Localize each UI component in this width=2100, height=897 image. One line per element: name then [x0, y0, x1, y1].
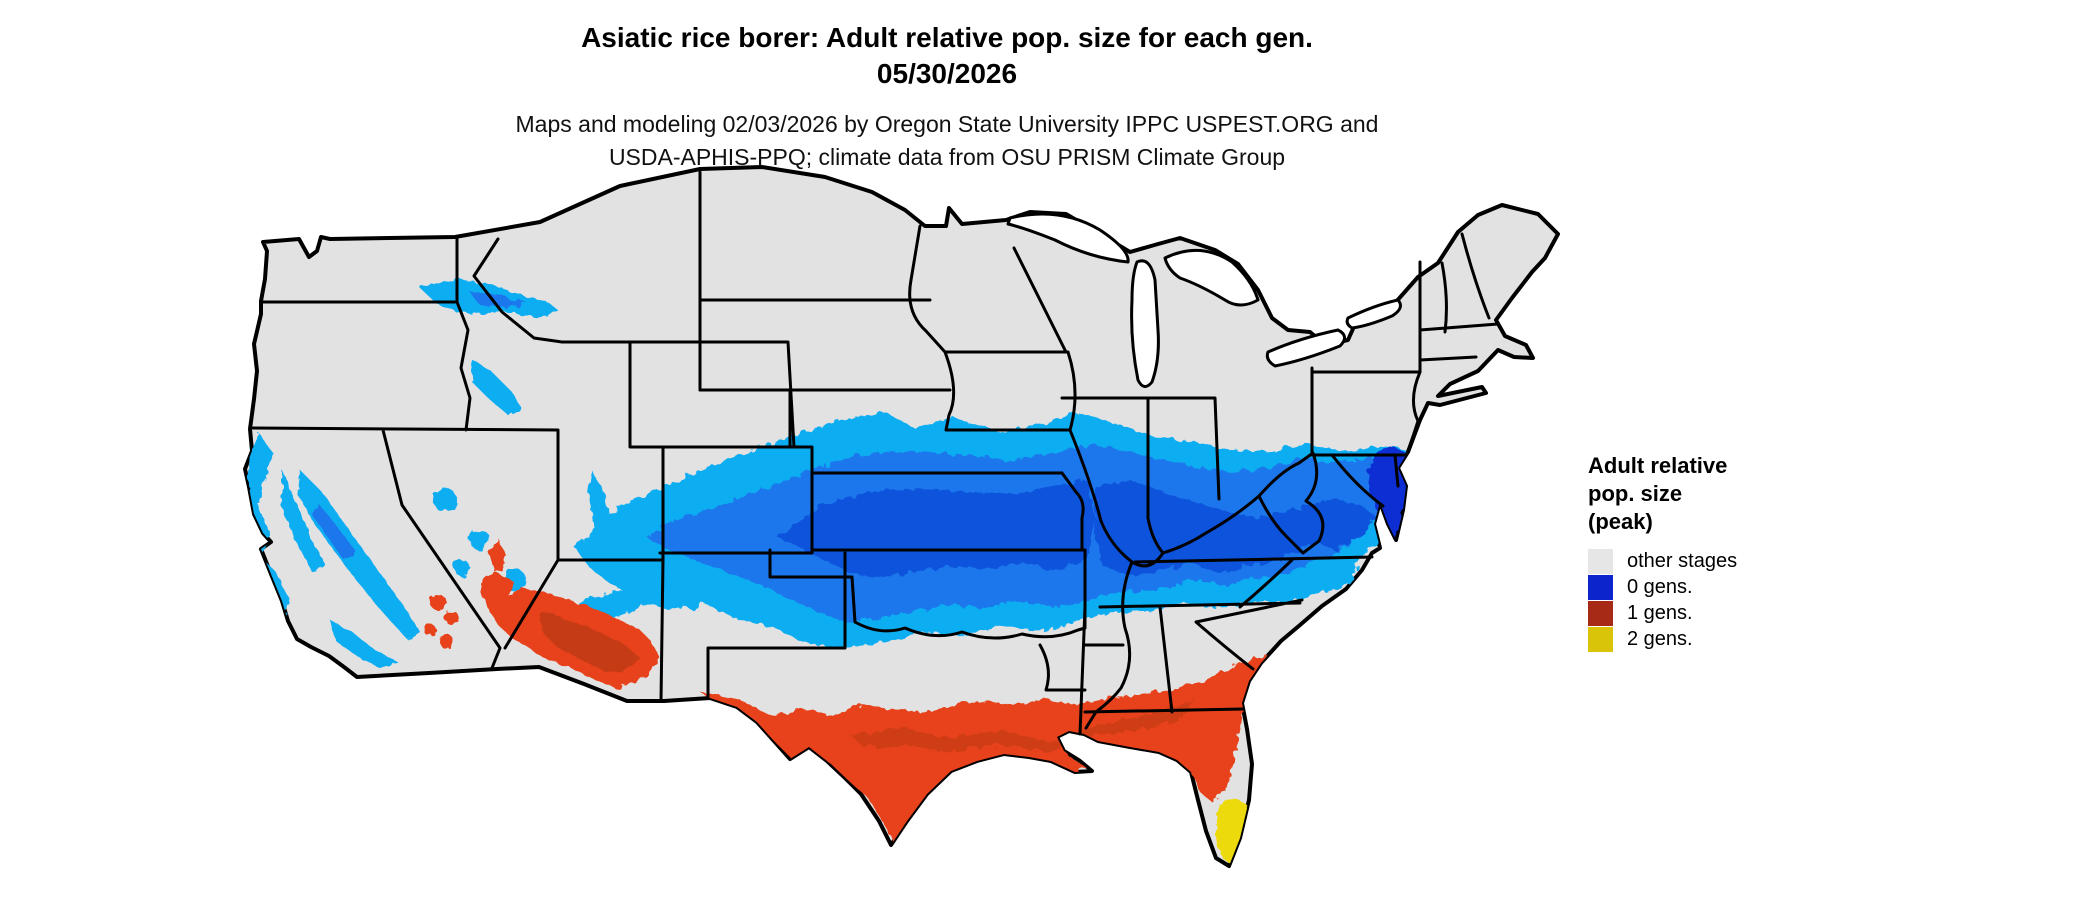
page-title-line2: 05/30/2026 [876, 58, 1018, 89]
lake-huron [1163, 248, 1260, 307]
gen0-low-coast-range [282, 470, 325, 572]
legend: Adult relative pop. size (peak) other st… [1588, 452, 1868, 652]
gen0-low-socal [330, 620, 398, 668]
legend-row-2-gens: 2 gens. [1588, 626, 1868, 652]
gen0-mid-washington-specks [470, 292, 528, 308]
state-borders-midwest-south [1038, 366, 1422, 736]
great-lakes [1006, 212, 1402, 388]
population-data-layer [248, 278, 1422, 886]
subtitle-line1: Maps and modeling 02/03/2026 by Oregon S… [515, 111, 1379, 137]
state-borders [251, 170, 1500, 736]
legend-swatch-0-gens [1588, 574, 1613, 600]
gen0-mid-sierra-specks [312, 505, 356, 560]
legend-row-0-gens: 0 gens. [1588, 574, 1868, 600]
lake-michigan [1130, 259, 1160, 388]
gen2-keys [1232, 874, 1240, 882]
legend-title: Adult relative pop. size (peak) [1588, 452, 1868, 536]
gen2-keys [1188, 871, 1196, 879]
legend-title-line2: pop. size [1588, 481, 1683, 506]
gen0-low-nevada-patch [454, 560, 470, 576]
gen1-arizona-arm [488, 538, 506, 572]
legend-title-line1: Adult relative [1588, 453, 1728, 478]
gen1-dark-gulf-core [850, 700, 1195, 752]
state-borders-northeast [1330, 232, 1500, 508]
gen2-keys [1217, 878, 1225, 886]
legend-label-other-stages: other stages [1627, 549, 1738, 572]
header: Asiatic rice borer: Adult relative pop. … [0, 20, 1894, 174]
gen0-low-wasatch [588, 470, 618, 562]
subtitle-line2: USDA-APHIS-PPQ; climate data from OSU PR… [608, 144, 1286, 170]
gen0-high-ohio-valley [1095, 480, 1348, 575]
gen1-socal-patch [430, 594, 446, 610]
gen0-low-nevada-patch [433, 488, 457, 512]
gen0-low-idaho [470, 358, 522, 415]
subtitle: Maps and modeling 02/03/2026 by Oregon S… [0, 108, 1894, 174]
legend-swatch-other-stages [1588, 548, 1613, 574]
gen1-dark-arizona-core [540, 610, 640, 672]
gen0-low-california-coast [248, 432, 290, 618]
legend-row-1-gens: 1 gens. [1588, 600, 1868, 626]
gen1-gulf-band [700, 655, 1268, 845]
legend-swatch-2-gens [1588, 626, 1613, 652]
legend-label-2-gens: 2 gens. [1627, 627, 1693, 650]
page-title-line1: Asiatic rice borer: Adult relative pop. … [581, 22, 1313, 53]
gen0-low-nevada-patch [470, 530, 490, 550]
gen1-socal-patch [440, 635, 454, 649]
lake-erie [1265, 328, 1346, 368]
legend-items: other stages 0 gens. 1 gens. 2 gens. [1588, 548, 1868, 652]
lake-superior [1006, 212, 1130, 264]
state-borders-plains [698, 224, 1087, 640]
gen0-low-sierra [298, 470, 420, 640]
legend-title-line3: (peak) [1588, 509, 1653, 534]
legend-label-0-gens: 0 gens. [1627, 575, 1693, 598]
lake-ontario [1345, 298, 1402, 330]
gen2-keys [1202, 876, 1210, 884]
gen0-high-kansas-missouri [778, 480, 1095, 578]
legend-swatch-1-gens [1588, 600, 1613, 626]
legend-row-other-stages: other stages [1588, 548, 1868, 574]
gen1-socal-patch [424, 624, 436, 636]
legend-label-1-gens: 1 gens. [1627, 601, 1693, 624]
gen1-socal-patch [445, 611, 459, 625]
